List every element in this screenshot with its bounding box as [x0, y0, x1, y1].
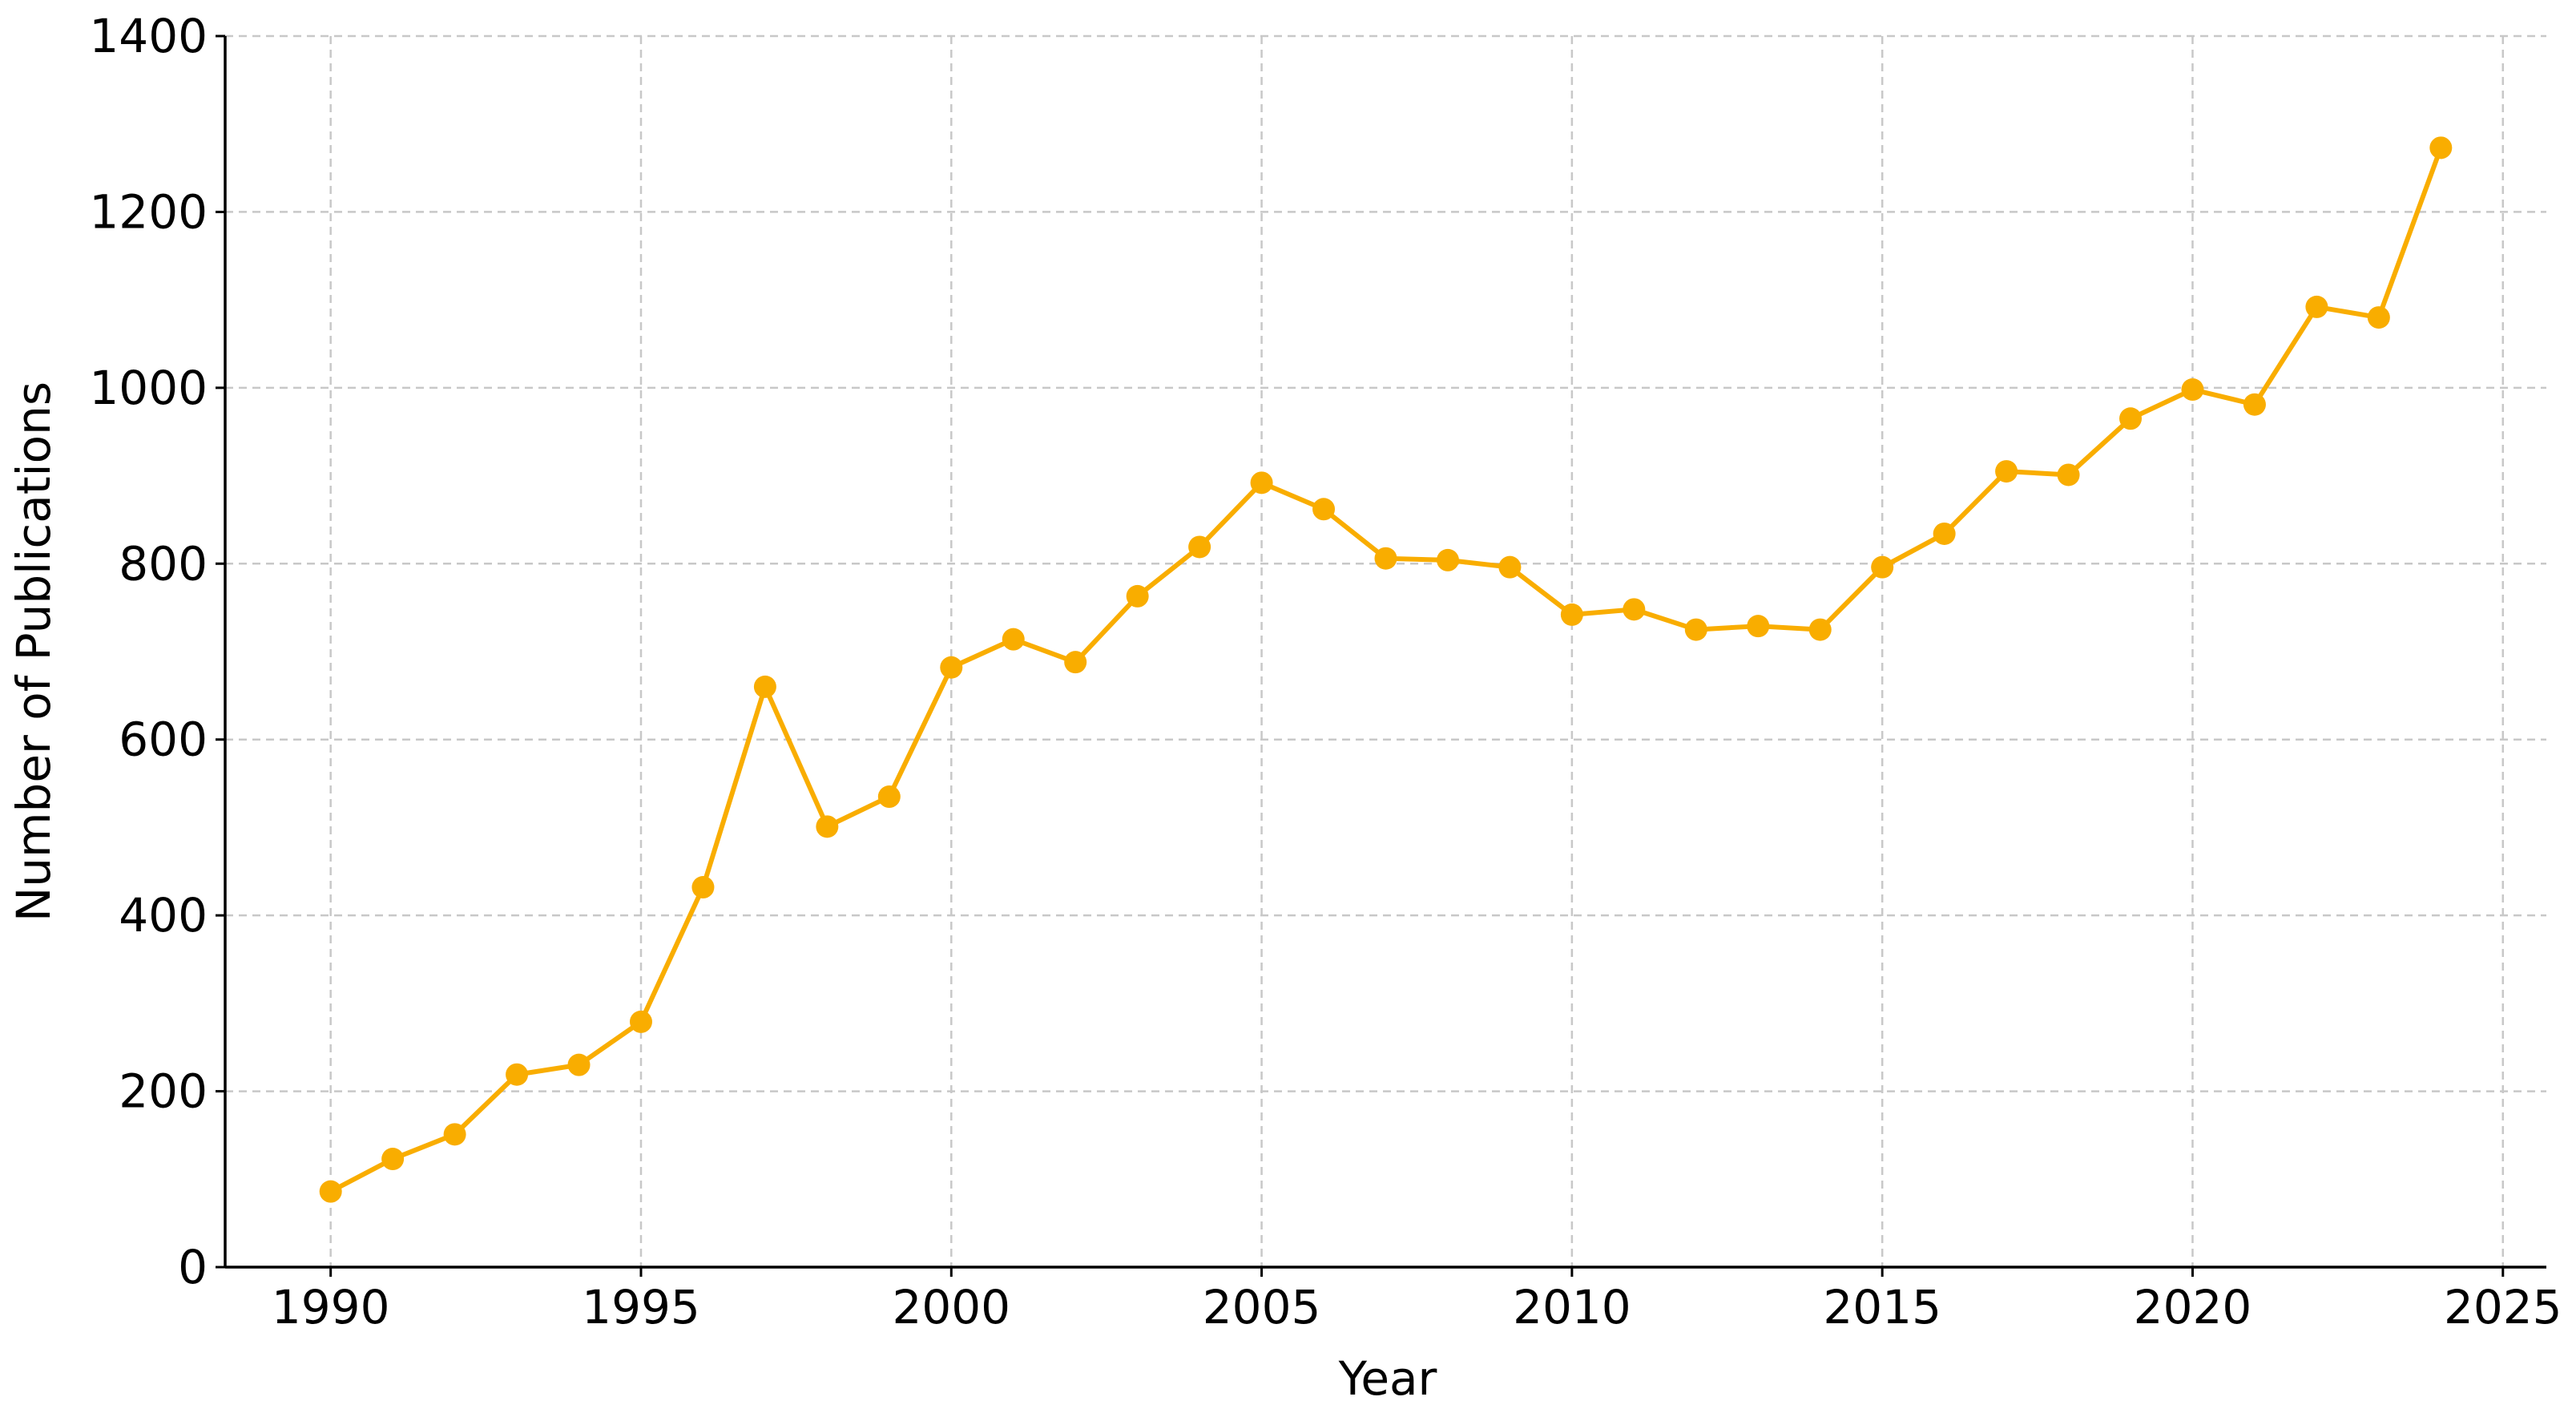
data-point: [1560, 603, 1583, 626]
data-point: [816, 815, 839, 838]
data-point: [1623, 598, 1646, 621]
data-point: [629, 1010, 652, 1033]
data-point: [691, 876, 715, 899]
data-point: [2429, 136, 2453, 159]
x-tick-label: 2005: [1203, 1280, 1321, 1334]
y-tick-label: 400: [119, 888, 208, 943]
data-point: [567, 1053, 591, 1076]
data-point: [2057, 463, 2080, 486]
data-point: [1436, 548, 1459, 571]
data-point: [1312, 498, 1336, 521]
data-point: [877, 785, 901, 809]
data-point: [940, 656, 963, 679]
data-point: [1374, 547, 1397, 570]
data-point: [1933, 522, 1956, 545]
data-point: [1871, 555, 1894, 579]
series-line: [329, 147, 2444, 1194]
data-point: [443, 1123, 466, 1146]
data-point: [2367, 306, 2390, 329]
data-point: [1002, 628, 1025, 651]
data-point: [319, 1180, 342, 1203]
data-point: [1126, 584, 1149, 608]
x-tick-label: 1995: [582, 1280, 700, 1334]
data-point: [1188, 535, 1211, 559]
y-tick-label: 1000: [89, 361, 208, 415]
data-point: [753, 675, 776, 698]
data-point: [1995, 460, 2018, 483]
x-tick-label: 2010: [1513, 1280, 1631, 1334]
data-point: [1064, 651, 1087, 674]
y-tick-label: 600: [119, 713, 208, 767]
x-tick-label: 2020: [2134, 1280, 2252, 1334]
data-point: [2243, 393, 2266, 416]
data-point: [1498, 555, 1522, 579]
y-tick-label: 1400: [89, 9, 208, 63]
y-axis-label: Number of Publications: [6, 382, 61, 922]
y-tick-label: 0: [178, 1240, 208, 1294]
data-point: [1250, 471, 1273, 495]
x-tick-label: 2025: [2444, 1280, 2562, 1334]
y-tick-label: 200: [119, 1064, 208, 1119]
data-point: [506, 1063, 529, 1086]
data-point: [2305, 295, 2328, 318]
data-point: [2181, 378, 2204, 402]
data-point: [1808, 618, 1832, 641]
x-tick-label: 1990: [272, 1280, 390, 1334]
data-point: [1747, 615, 1770, 638]
y-tick-label: 800: [119, 536, 208, 591]
data-point: [2119, 407, 2143, 430]
x-tick-label: 2000: [892, 1280, 1010, 1334]
data-point: [1684, 618, 1707, 641]
data-point: [381, 1148, 405, 1171]
x-axis-label: Year: [1338, 1351, 1437, 1406]
x-tick-label: 2015: [1823, 1280, 1941, 1334]
y-tick-label: 1200: [89, 184, 208, 239]
